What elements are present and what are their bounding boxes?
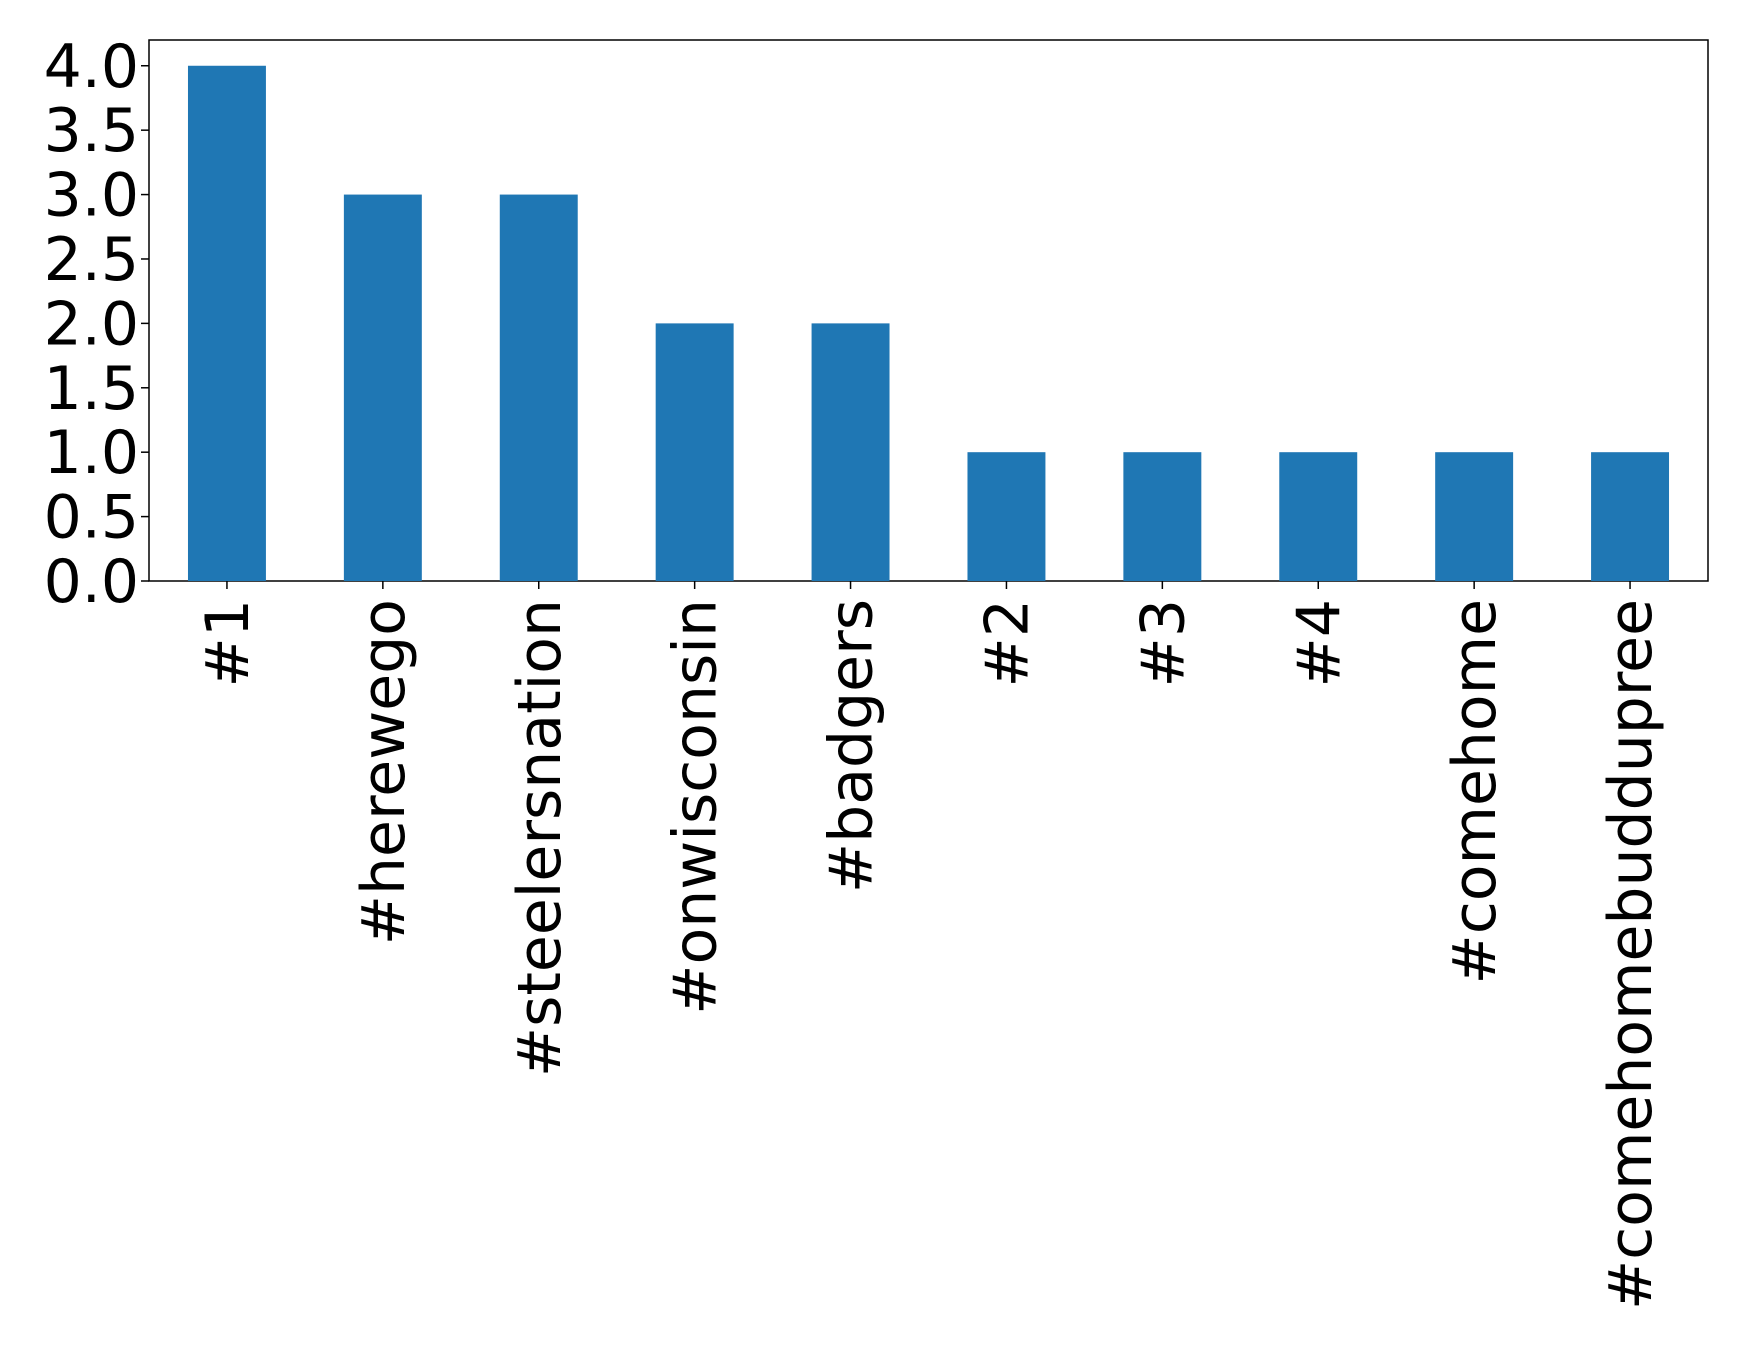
bar <box>499 194 578 582</box>
x-tick-label: #3 <box>1128 599 1198 687</box>
y-tick-label: 0.0 <box>44 547 139 617</box>
x-tick-label: #4 <box>1284 599 1354 687</box>
bar <box>343 194 422 582</box>
bar <box>1279 452 1358 581</box>
y-tick-label: 2.0 <box>44 289 139 359</box>
x-tick-label: #onwisconsin <box>661 599 731 1015</box>
x-tick-label: #steelersnation <box>505 599 575 1077</box>
y-tick-label: 0.5 <box>44 483 139 553</box>
plot-frame <box>148 39 1709 582</box>
x-tick-label: #herewego <box>349 599 419 945</box>
bar <box>187 65 266 581</box>
y-tick-label: 4.0 <box>44 32 139 102</box>
y-tick-label: 2.5 <box>44 225 139 295</box>
bar <box>967 452 1046 581</box>
bar <box>811 323 890 581</box>
bar <box>1591 452 1670 581</box>
bar <box>1435 452 1514 581</box>
bar <box>1123 452 1202 581</box>
x-tick-label: #badgers <box>817 599 887 893</box>
y-tick-label: 3.0 <box>44 161 139 231</box>
y-tick-label: 1.0 <box>44 418 139 488</box>
y-tick-label: 1.5 <box>44 354 139 424</box>
bar <box>655 323 734 581</box>
x-tick-label: #comehomebuddupree <box>1596 599 1666 1310</box>
x-tick-label: #comehome <box>1440 599 1510 984</box>
x-tick-label: #1 <box>193 599 263 687</box>
x-tick-label: #2 <box>972 599 1042 687</box>
y-tick-label: 3.5 <box>44 96 139 166</box>
